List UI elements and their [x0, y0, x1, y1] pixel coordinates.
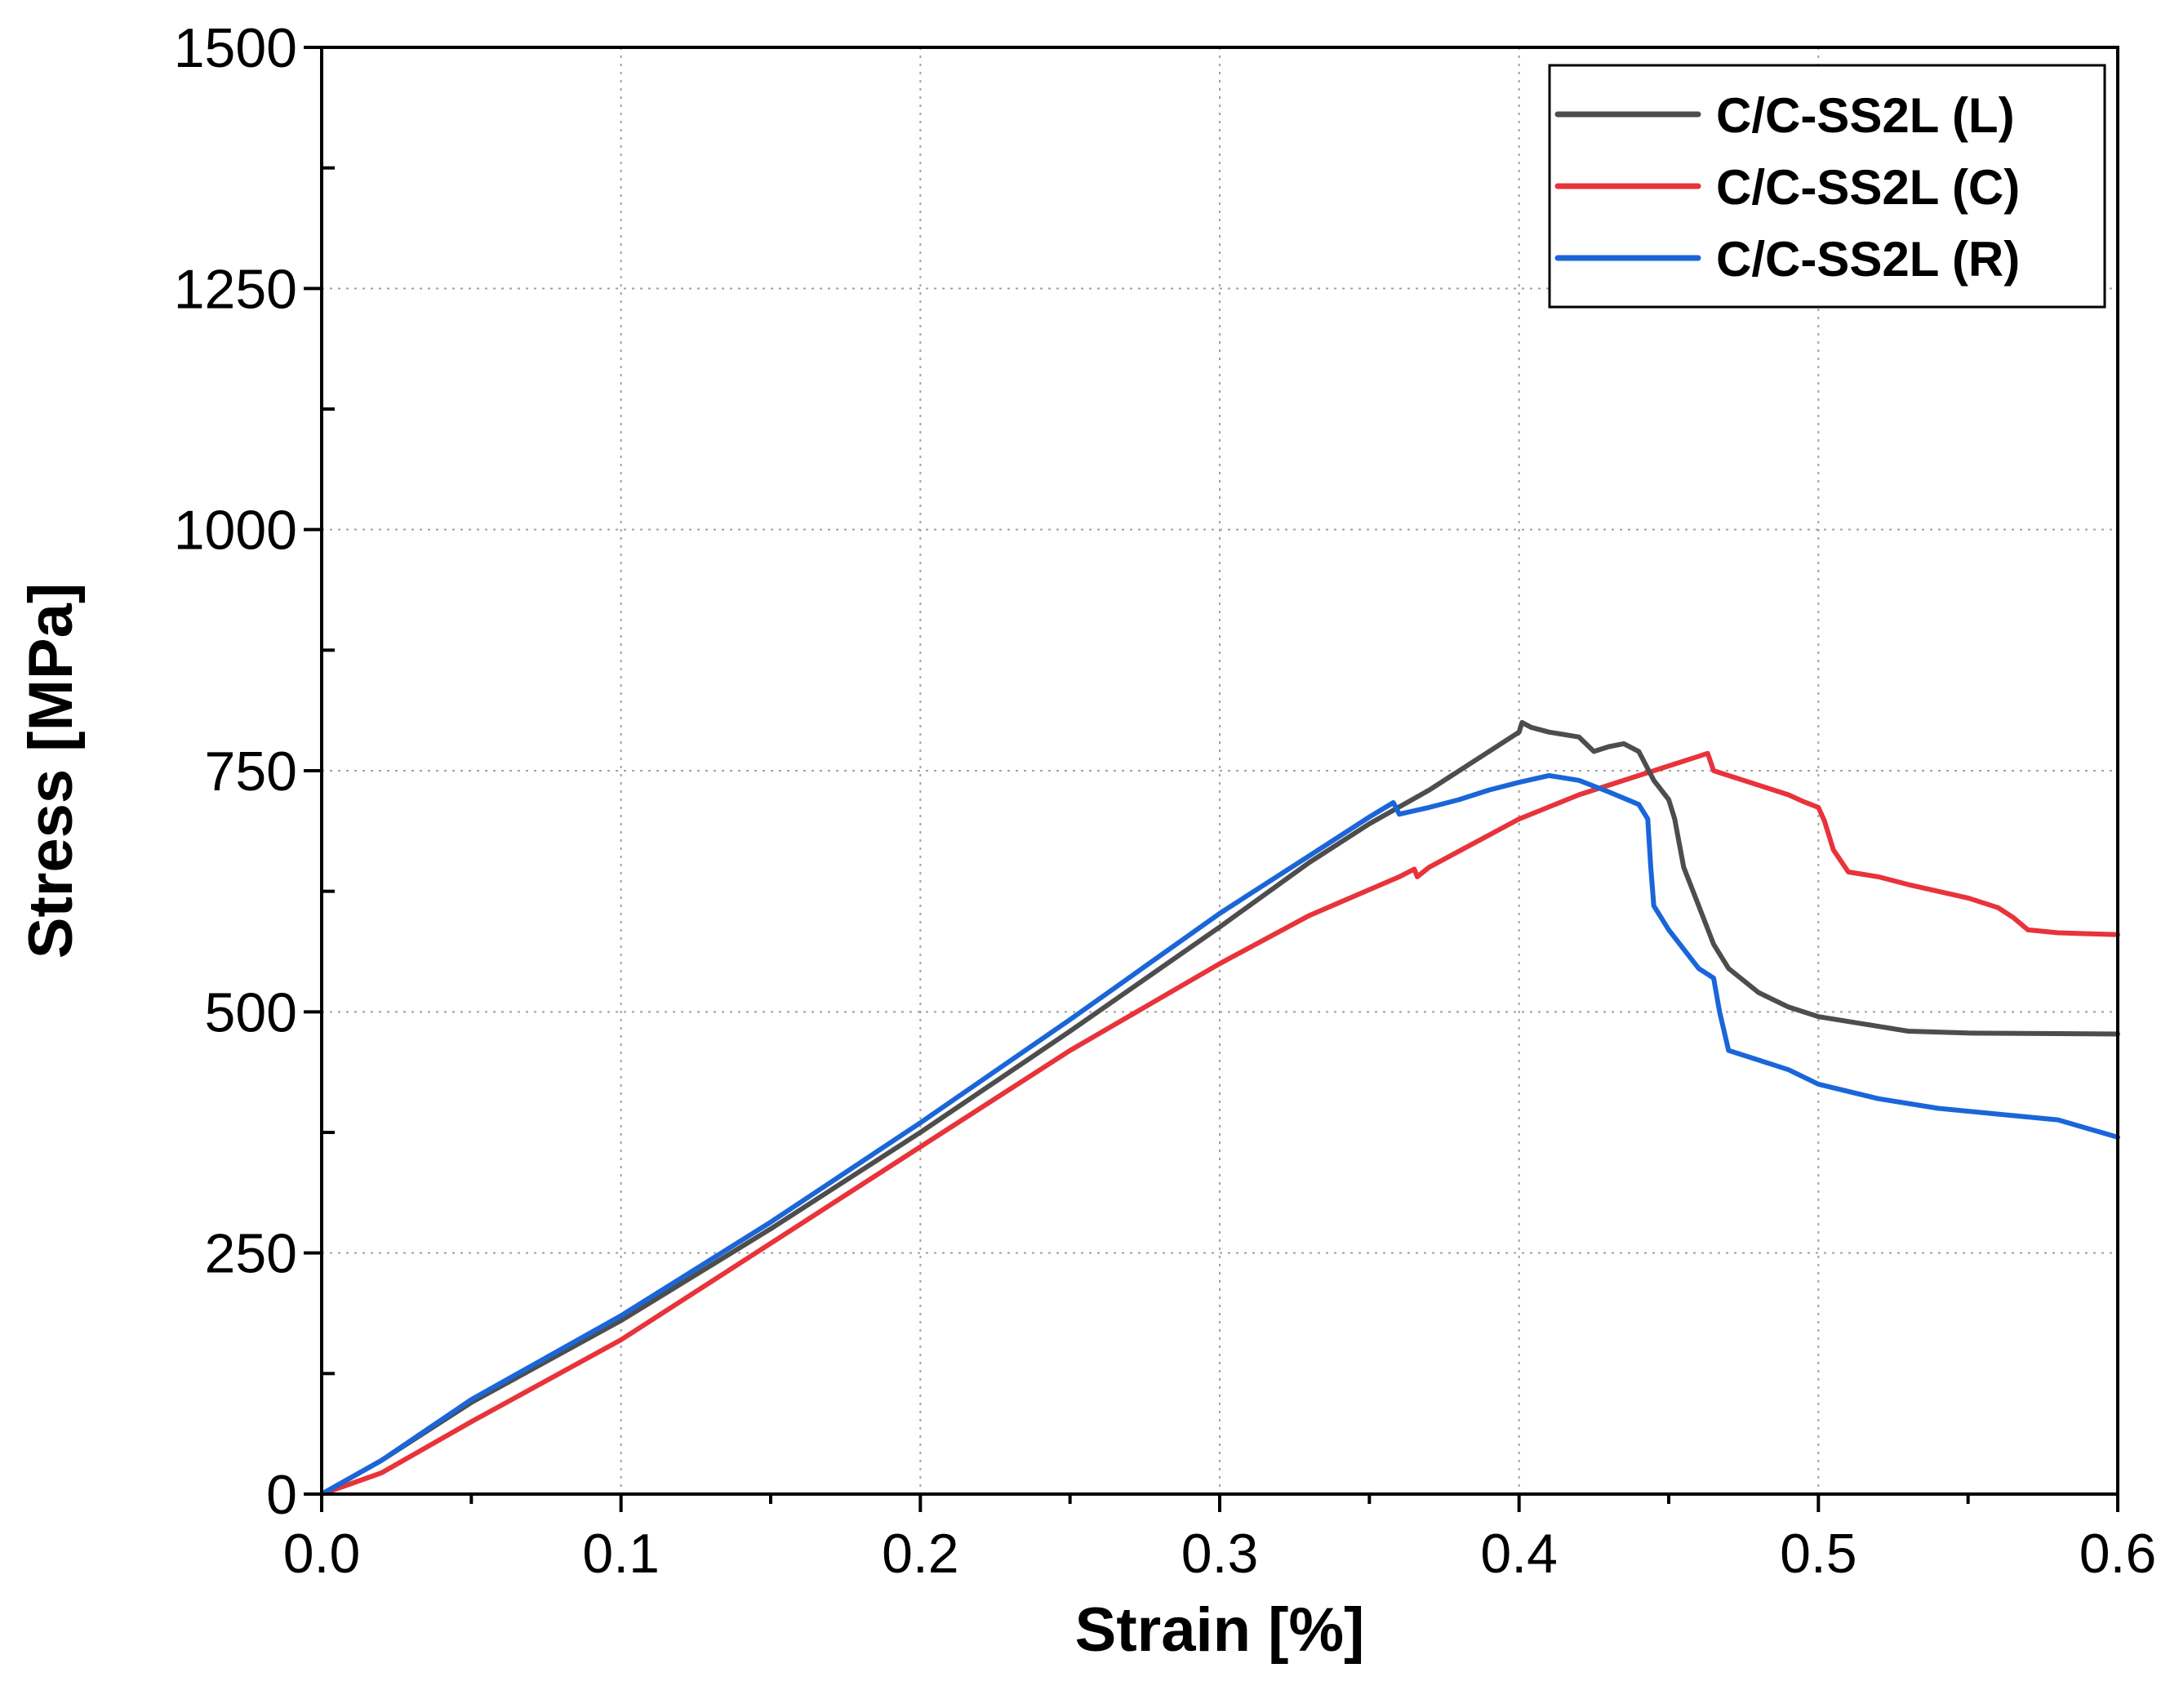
y-axis-title: Stress [MPa] [16, 583, 86, 959]
data-series [319, 719, 2120, 1497]
y-tick-label: 250 [205, 1223, 297, 1285]
series-line-1 [319, 719, 2120, 1497]
y-tick-label: 0 [266, 1464, 297, 1526]
y-tick-label: 750 [205, 741, 297, 803]
x-tick-label: 0.0 [283, 1523, 361, 1585]
legend: C/C-SS2L (L) C/C-SS2L (C) C/C-SS2L (R) [1548, 64, 2106, 309]
series-line-2 [319, 750, 2120, 1497]
x-tick-label: 0.2 [882, 1523, 959, 1585]
legend-label-3: C/C-SS2L (R) [1716, 232, 2020, 287]
y-tick-label: 1250 [174, 258, 297, 320]
y-tick-label: 1000 [174, 500, 297, 562]
x-tick-label: 0.6 [2079, 1523, 2157, 1585]
x-tick-label: 0.1 [582, 1523, 660, 1585]
x-axis-title: Strain [%] [1075, 1595, 1365, 1665]
legend-label-2: C/C-SS2L (C) [1716, 160, 2020, 215]
grid-lines [322, 47, 2118, 1494]
x-tick-label: 0.4 [1480, 1523, 1558, 1585]
legend-label-1: C/C-SS2L (L) [1716, 88, 2015, 143]
tick-labels: 0.0 0.1 0.2 0.3 0.4 0.5 0.6 0 250 500 750 1000 1250 1… [174, 17, 2157, 1585]
legend-items: C/C-SS2L (L) C/C-SS2L (C) C/C-SS2L (R) [1554, 88, 2020, 287]
y-tick-label: 500 [205, 981, 297, 1043]
x-tick-label: 0.3 [1181, 1523, 1259, 1585]
axis-ticks [304, 46, 2119, 1512]
x-tick-label: 0.5 [1780, 1523, 1857, 1585]
series-line-3 [319, 772, 2120, 1497]
y-tick-label: 1500 [174, 17, 297, 79]
